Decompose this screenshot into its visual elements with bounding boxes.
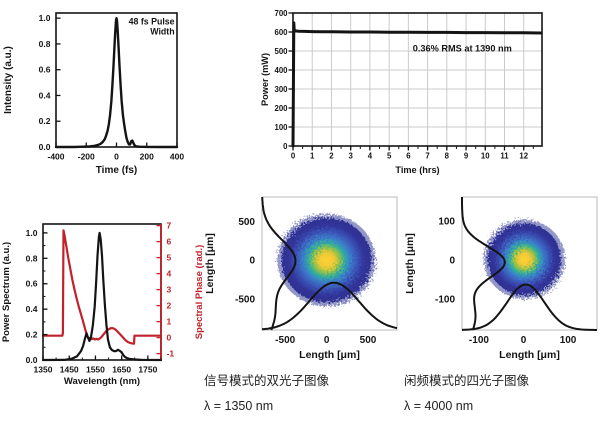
svg-text:-200: -200 xyxy=(78,152,95,162)
svg-text:0: 0 xyxy=(324,335,330,346)
svg-text:0.6: 0.6 xyxy=(26,279,38,289)
signal-beam-wavelength: λ = 1350 nm xyxy=(204,399,274,413)
idler-beam-wavelength: λ = 4000 nm xyxy=(404,399,474,413)
svg-text:3: 3 xyxy=(349,152,354,161)
svg-text:600: 600 xyxy=(274,28,288,37)
svg-text:0.8: 0.8 xyxy=(26,253,38,263)
svg-text:200: 200 xyxy=(140,152,154,162)
svg-text:400: 400 xyxy=(274,66,288,75)
svg-text:200: 200 xyxy=(274,104,288,113)
svg-text:100: 100 xyxy=(438,217,455,228)
svg-text:1: 1 xyxy=(167,317,172,327)
svg-text:Length [μm]: Length [μm] xyxy=(404,233,416,294)
svg-text:2: 2 xyxy=(167,301,172,311)
svg-text:500: 500 xyxy=(360,335,377,346)
svg-text:0.6: 0.6 xyxy=(39,65,51,75)
svg-text:-100: -100 xyxy=(469,335,489,346)
svg-text:5: 5 xyxy=(387,152,392,161)
svg-text:2: 2 xyxy=(329,152,334,161)
svg-text:0: 0 xyxy=(249,256,255,267)
svg-text:400: 400 xyxy=(170,152,184,162)
svg-text:1: 1 xyxy=(310,152,315,161)
spectrum-phase-chart: 1350 1450 1550 1650 1750 0.0 0.2 0.4 0.6 0.8 1.0 -1… xyxy=(0,195,212,407)
svg-text:500: 500 xyxy=(274,47,288,56)
svg-text:0.4: 0.4 xyxy=(26,304,38,314)
svg-text:1550: 1550 xyxy=(86,365,105,375)
svg-text:12: 12 xyxy=(519,152,528,161)
svg-text:Intensity (a.u.): Intensity (a.u.) xyxy=(3,46,14,114)
svg-text:Wavelength (nm): Wavelength (nm) xyxy=(64,376,140,387)
svg-text:0: 0 xyxy=(521,335,527,346)
svg-text:Spectral Phase (rad.): Spectral Phase (rad.) xyxy=(194,245,205,340)
svg-text:-100: -100 xyxy=(435,294,455,305)
svg-text:-500: -500 xyxy=(275,335,295,346)
svg-text:1.0: 1.0 xyxy=(39,13,51,23)
svg-text:0.8: 0.8 xyxy=(39,39,51,49)
svg-text:0: 0 xyxy=(114,152,119,162)
svg-text:0.4: 0.4 xyxy=(39,90,51,100)
svg-text:7: 7 xyxy=(425,152,429,161)
svg-text:0: 0 xyxy=(449,256,455,267)
svg-text:9: 9 xyxy=(464,152,469,161)
svg-text:0: 0 xyxy=(167,333,172,343)
svg-text:500: 500 xyxy=(238,217,255,228)
idler-beam-caption: 闲频模式的四光子图像 λ = 4000 nm xyxy=(404,373,596,414)
svg-text:-400: -400 xyxy=(47,152,64,162)
svg-text:5: 5 xyxy=(167,253,172,263)
svg-text:100: 100 xyxy=(560,335,577,346)
svg-text:8: 8 xyxy=(445,152,450,161)
svg-text:-500: -500 xyxy=(235,294,255,305)
svg-text:3: 3 xyxy=(167,285,172,295)
svg-text:0.2: 0.2 xyxy=(39,116,51,126)
svg-text:48 fs Pulse: 48 fs Pulse xyxy=(129,17,175,27)
svg-text:1.0: 1.0 xyxy=(26,228,38,238)
svg-text:Power (mW): Power (mW) xyxy=(260,53,270,106)
svg-text:0.0: 0.0 xyxy=(26,355,38,365)
svg-text:Power Spectrum (a.u.): Power Spectrum (a.u.) xyxy=(1,242,12,342)
pulse-width-chart: -400 -200 0 200 400 0.0 0.2 0.4 0.6 0.8 1.0 Time (f… xyxy=(0,0,212,186)
svg-text:-1: -1 xyxy=(167,349,175,359)
svg-text:0.36% RMS at 1390 nm: 0.36% RMS at 1390 nm xyxy=(413,43,512,53)
svg-text:6: 6 xyxy=(406,152,411,161)
idler-beam-profile-chart: -100 0 100 100 0 -100 Length [μm] Length [μm] xyxy=(400,190,602,372)
svg-text:1750: 1750 xyxy=(138,365,157,375)
svg-text:11: 11 xyxy=(500,152,509,161)
svg-text:0.2: 0.2 xyxy=(26,330,38,340)
signal-beam-caption: 信号模式的双光子图像 λ = 1350 nm xyxy=(204,373,396,414)
idler-beam-caption-title: 闲频模式的四光子图像 xyxy=(404,374,530,388)
svg-text:Width: Width xyxy=(150,27,174,37)
svg-text:Length [μm]: Length [μm] xyxy=(204,233,216,294)
svg-text:0.0: 0.0 xyxy=(39,142,51,152)
svg-text:4: 4 xyxy=(167,269,172,279)
svg-text:1650: 1650 xyxy=(112,365,131,375)
svg-text:6: 6 xyxy=(167,237,172,247)
svg-text:1450: 1450 xyxy=(60,365,79,375)
power-stability-chart: 0 1 2 3 4 5 6 7 8 9 10 11 12 0 100 200 300 400 500 600 700 Ti… xyxy=(255,0,602,186)
svg-text:Time (hrs): Time (hrs) xyxy=(395,165,439,175)
svg-text:4: 4 xyxy=(368,152,373,161)
svg-text:7: 7 xyxy=(167,221,172,231)
svg-text:1350: 1350 xyxy=(34,365,53,375)
svg-text:0: 0 xyxy=(283,142,288,151)
svg-text:Time (fs): Time (fs) xyxy=(96,165,138,176)
svg-text:100: 100 xyxy=(274,123,288,132)
svg-text:Length [μm]: Length [μm] xyxy=(499,349,560,361)
signal-beam-profile-chart: -500 0 500 500 0 -500 Length [μm] Length [μm] xyxy=(200,190,400,372)
svg-text:300: 300 xyxy=(274,85,288,94)
signal-beam-caption-title: 信号模式的双光子图像 xyxy=(204,374,330,388)
svg-text:0: 0 xyxy=(291,152,296,161)
svg-text:Length [μm]: Length [μm] xyxy=(299,349,360,361)
svg-text:10: 10 xyxy=(481,152,490,161)
svg-text:700: 700 xyxy=(274,9,288,18)
